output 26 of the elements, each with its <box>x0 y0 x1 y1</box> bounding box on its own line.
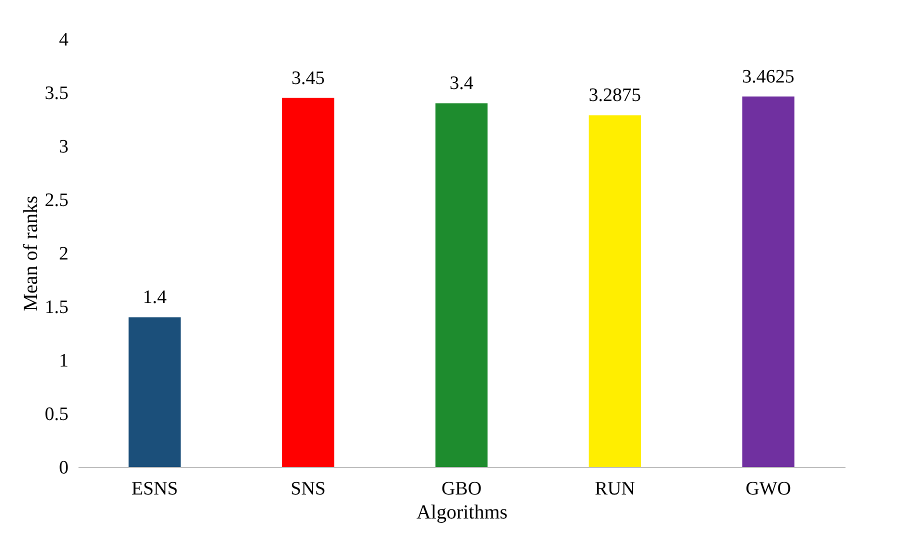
y-tick-label: 0 <box>59 458 68 478</box>
x-tick-label: SNS <box>290 478 326 500</box>
x-tick-label: GWO <box>746 478 791 500</box>
data-label: 3.45 <box>291 68 325 89</box>
x-axis-title: Algorithms <box>416 502 508 524</box>
bar <box>588 115 641 467</box>
y-tick-label: 2 <box>59 244 68 264</box>
data-label: 3.4625 <box>742 66 794 88</box>
bar <box>128 317 181 467</box>
y-tick-label: 1.5 <box>44 297 68 318</box>
bar <box>742 96 794 467</box>
bar <box>435 103 488 467</box>
y-tick-label: 0.5 <box>44 404 68 425</box>
y-axis-title: Mean of ranks <box>20 196 42 312</box>
x-tick-label: ESNS <box>131 478 178 500</box>
data-label: 3.4 <box>450 73 474 94</box>
y-tick-label: 2.5 <box>44 190 68 211</box>
x-tick-label: GBO <box>441 478 482 500</box>
y-tick-label: 3 <box>59 136 68 158</box>
y-tick-label: 4 <box>59 30 69 50</box>
y-tick-label: 1 <box>59 350 68 372</box>
data-label: 1.4 <box>142 287 168 308</box>
y-tick-label: 3.5 <box>44 83 68 104</box>
x-tick-label: RUN <box>594 478 636 500</box>
data-label: 3.2875 <box>588 85 642 106</box>
bar <box>282 98 334 467</box>
